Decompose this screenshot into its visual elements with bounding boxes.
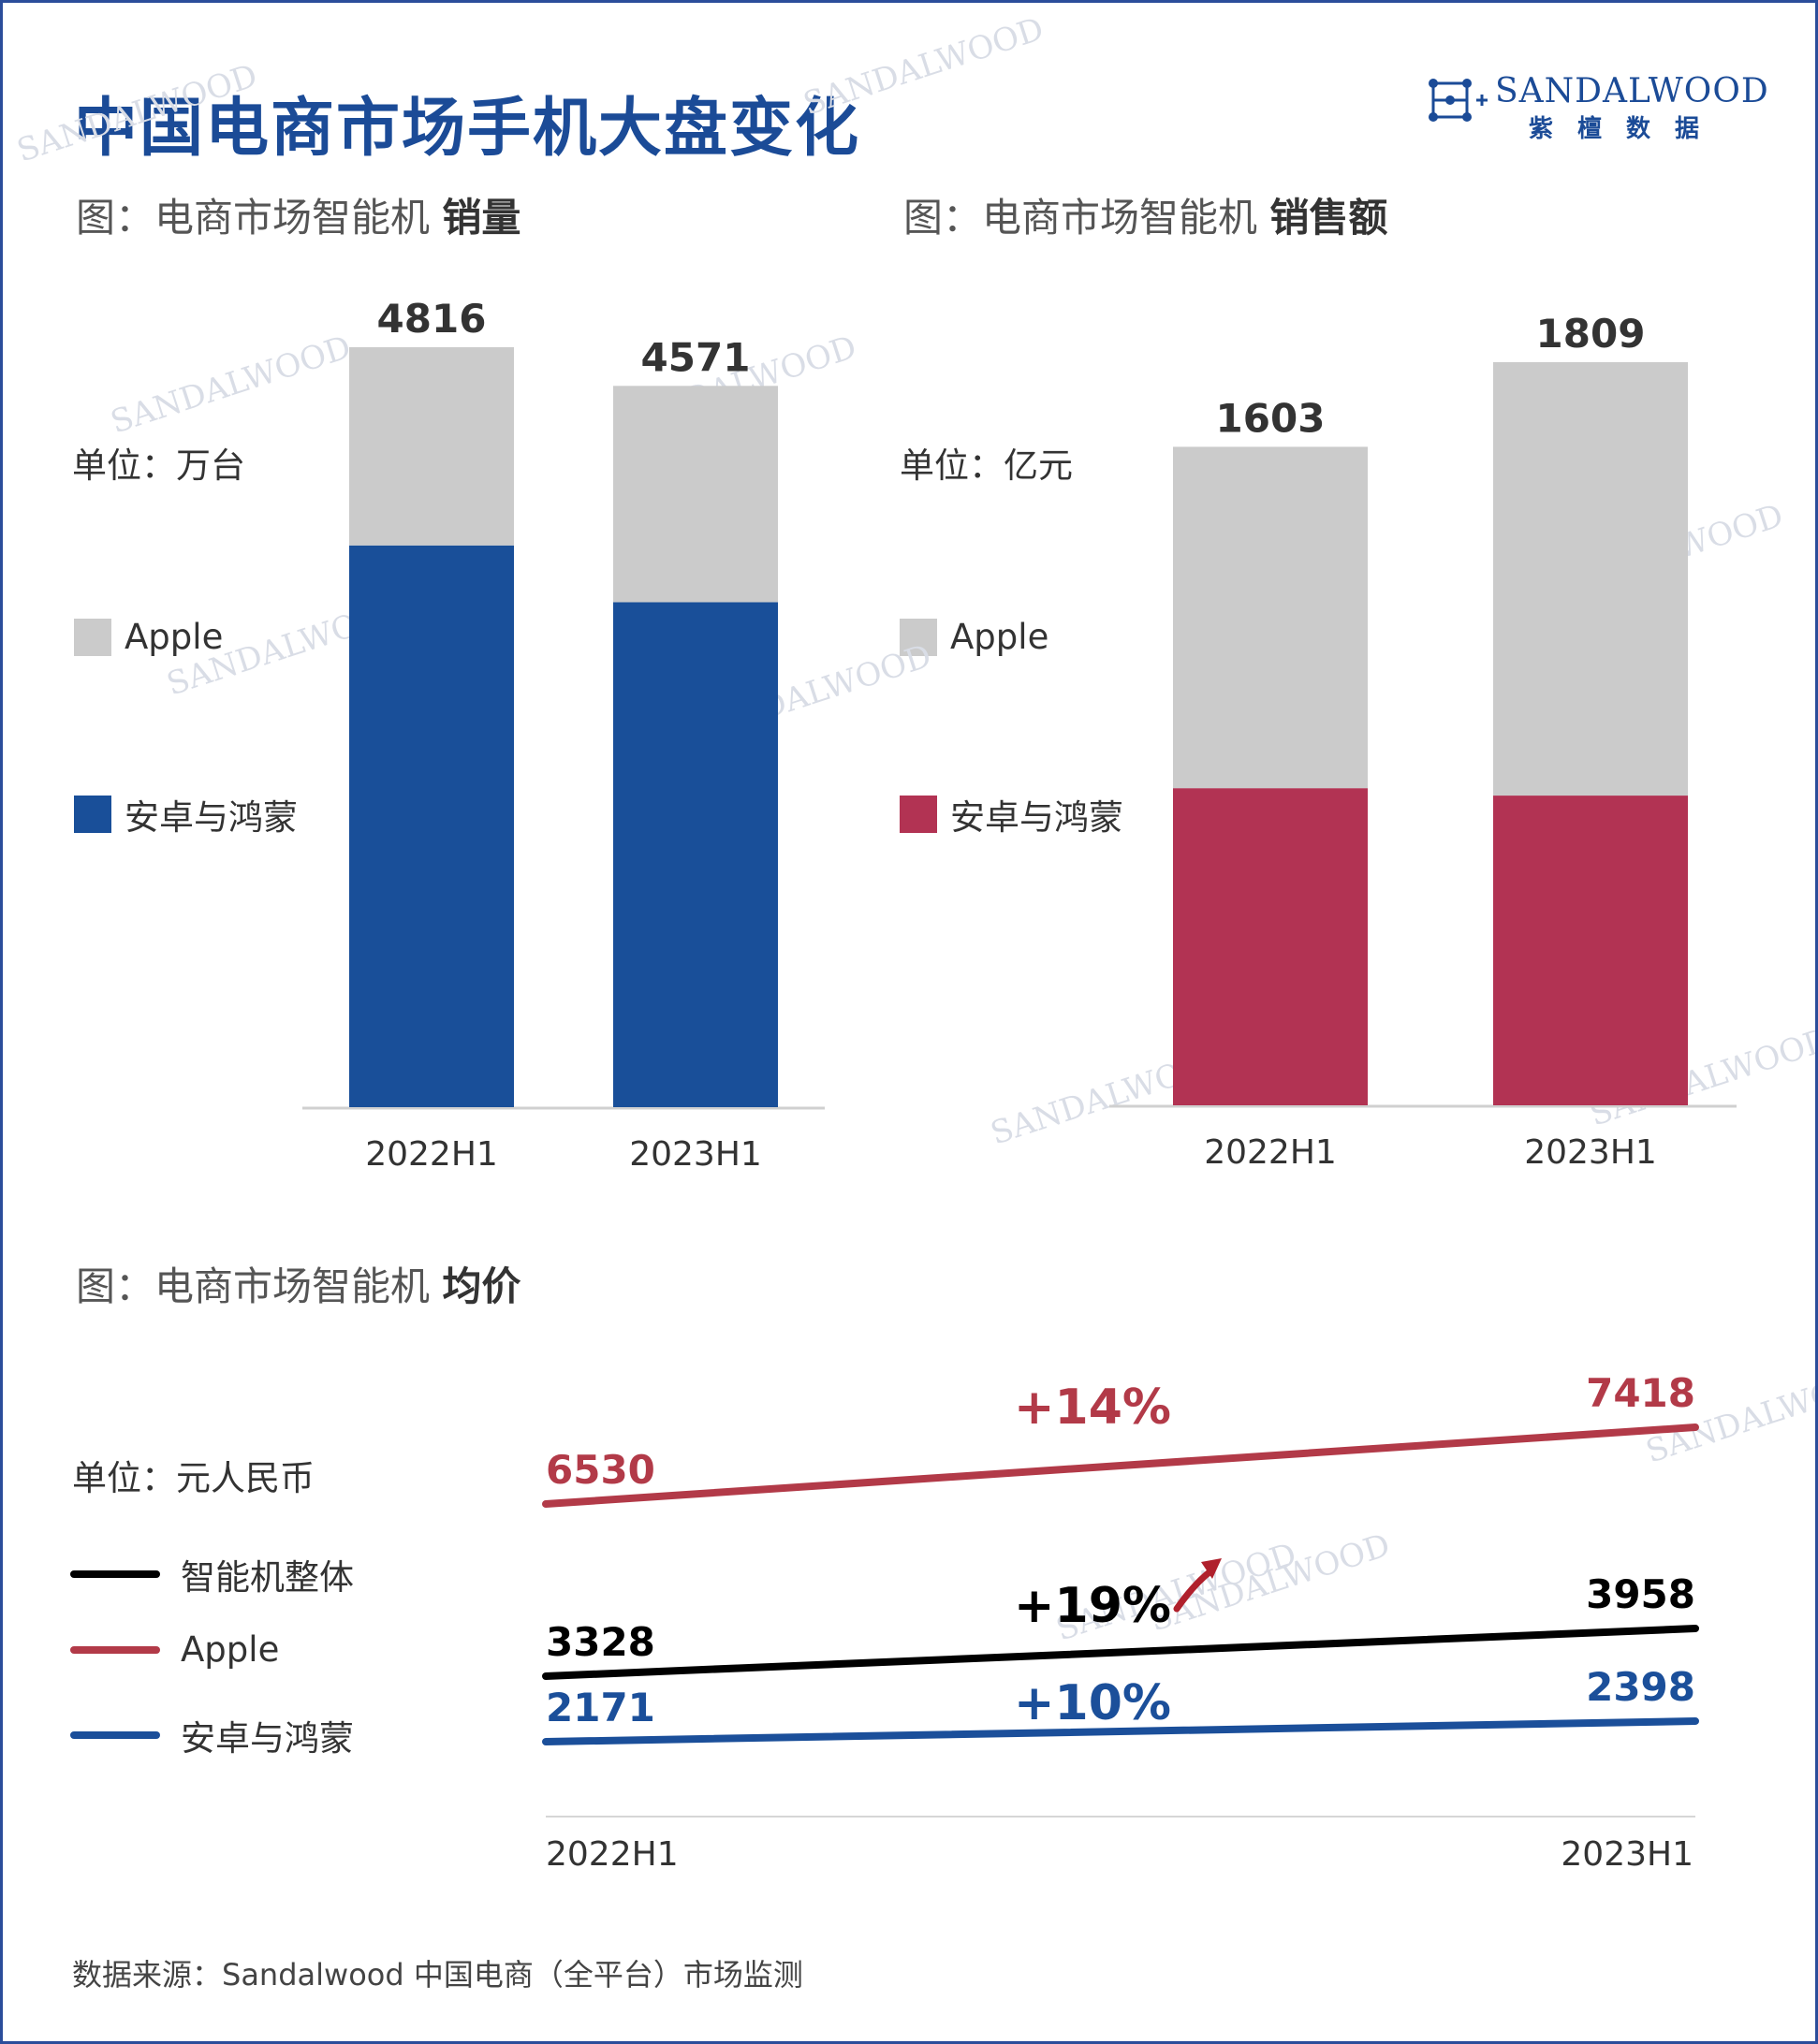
legend-line-android: [70, 1731, 160, 1739]
revenue-bar-apple: [1493, 362, 1688, 796]
price-unit-label: 单位：元人民币: [72, 1458, 315, 1498]
watermark-text: SANDALWOOD: [106, 328, 355, 442]
volume-total-label: 4571: [641, 334, 751, 380]
legend-label: 安卓与鸿蒙: [950, 797, 1123, 838]
volume-unit-label: 单位：万台: [72, 445, 245, 486]
price-change-label-apple: +14%: [1014, 1380, 1171, 1436]
volume-chart-title: 图：电商市场智能机 销量: [76, 186, 520, 243]
price-line-apple: [542, 1424, 1699, 1508]
charts-svg: SANDALWOOD SANDALWOOD SANDALWOOD SANDALWOOD…: [12, 10, 1815, 1874]
volume-legend-apple: Apple: [74, 617, 223, 657]
logo-text-en: SANDALWOOD: [1495, 72, 1769, 110]
price-title-prefix: 图：电商市场智能机: [76, 1263, 443, 1309]
volume-category-label: 2022H1: [365, 1135, 498, 1174]
legend-line-apple: [70, 1645, 160, 1654]
price-point-label-android: 2398: [1586, 1664, 1695, 1710]
legend-swatch-apple: [74, 618, 111, 656]
watermark-text: SANDALWOOD: [12, 57, 261, 170]
price-line-overall: [542, 1625, 1699, 1680]
legend-line-overall: [70, 1570, 160, 1578]
legend-label: 安卓与鸿蒙: [181, 1718, 354, 1759]
volume-bar-android: [349, 545, 514, 1107]
revenue-unit-label: 单位：亿元: [900, 445, 1073, 486]
revenue-category-label: 2022H1: [1204, 1133, 1337, 1172]
price-legend-android: 安卓与鸿蒙: [70, 1710, 354, 1760]
revenue-category-label: 2023H1: [1524, 1133, 1657, 1172]
legend-label: Apple: [181, 1629, 280, 1670]
revenue-bar-apple: [1173, 446, 1368, 789]
price-point-label-apple: 6530: [546, 1447, 655, 1493]
revenue-bar-android: [1493, 796, 1688, 1105]
logo-text-cn: 紫檀数据: [1529, 115, 1724, 143]
legend-label: 智能机整体: [181, 1557, 354, 1598]
legend-label: 安卓与鸿蒙: [125, 797, 298, 838]
legend-label: Apple: [950, 617, 1049, 657]
price-chart-title: 图：电商市场智能机 均价: [76, 1255, 520, 1312]
growth-arrow-icon: [1173, 1558, 1222, 1613]
revenue-legend-apple: Apple: [900, 617, 1048, 657]
volume-bar-android: [613, 602, 778, 1107]
volume-title-prefix: 图：电商市场智能机: [76, 195, 443, 241]
legend-swatch-apple: [900, 618, 937, 656]
price-point-label-overall: 3958: [1586, 1571, 1695, 1617]
price-legend-apple: Apple: [70, 1629, 279, 1670]
sandalwood-logo-icon: [1429, 79, 1488, 122]
revenue-total-label: 1603: [1216, 395, 1326, 441]
volume-title-bold: 销量: [442, 195, 521, 241]
price-legend-overall: 智能机整体: [70, 1549, 354, 1599]
price-change-label-android: +10%: [1014, 1675, 1171, 1731]
volume-category-label: 2023H1: [629, 1135, 762, 1174]
volume-total-label: 4816: [377, 296, 487, 342]
price-title-bold: 均价: [442, 1263, 521, 1309]
revenue-total-label: 1809: [1536, 311, 1646, 357]
page-title: 中国电商市场手机大盘变化: [74, 92, 861, 166]
volume-legend-android: 安卓与鸿蒙: [74, 789, 298, 840]
revenue-title-prefix: 图：电商市场智能机: [903, 195, 1270, 241]
revenue-title-bold: 销售额: [1269, 195, 1388, 241]
price-change-label-overall: +19%: [1014, 1578, 1171, 1634]
price-category-label: 2023H1: [1561, 1835, 1693, 1874]
revenue-legend-android: 安卓与鸿蒙: [900, 789, 1123, 840]
price-point-label-apple: 7418: [1586, 1370, 1695, 1416]
data-source-note: 数据来源：Sandalwood 中国电商（全平台）市场监测: [72, 1957, 803, 1993]
price-point-label-android: 2171: [546, 1685, 655, 1730]
legend-swatch-android: [74, 796, 111, 833]
price-point-label-overall: 3328: [546, 1619, 655, 1665]
volume-bar-apple: [613, 386, 778, 603]
legend-swatch-android: [900, 796, 937, 833]
volume-bar-apple: [349, 347, 514, 546]
watermark-text: SANDALWOOD: [799, 10, 1048, 124]
price-line-android: [542, 1717, 1699, 1745]
price-category-label: 2022H1: [546, 1835, 679, 1874]
revenue-chart-title: 图：电商市场智能机 销售额: [903, 186, 1387, 243]
revenue-bar-android: [1173, 788, 1368, 1105]
legend-label: Apple: [125, 617, 224, 657]
